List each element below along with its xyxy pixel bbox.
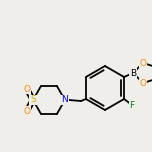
Text: O: O bbox=[23, 85, 30, 93]
Text: F: F bbox=[130, 100, 135, 109]
Text: O: O bbox=[23, 107, 30, 116]
Text: N: N bbox=[62, 95, 68, 105]
Text: O: O bbox=[140, 59, 147, 67]
Text: S: S bbox=[30, 95, 36, 105]
Text: B: B bbox=[130, 69, 136, 78]
Text: O: O bbox=[140, 78, 147, 88]
